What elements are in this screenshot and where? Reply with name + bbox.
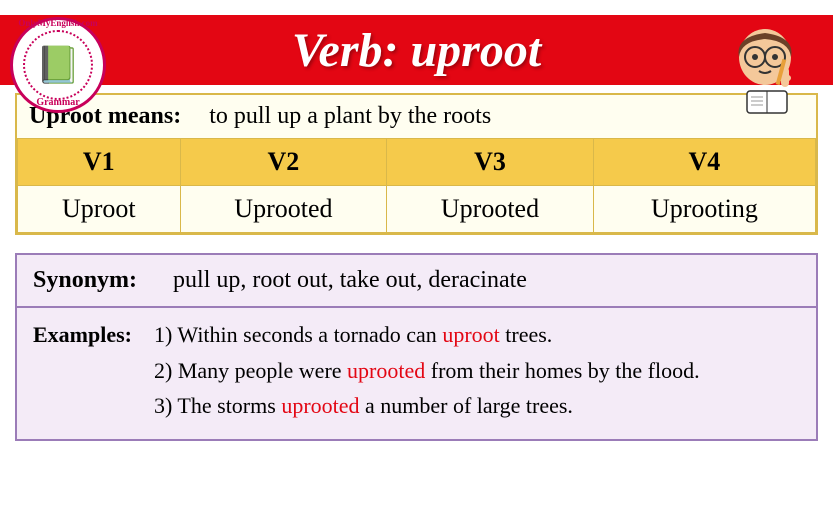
logo-circle: OnlyMyEnglish.com 📗 Grammar (10, 17, 106, 113)
example-suffix: a number of large trees. (360, 393, 573, 418)
table-header-row: V1 V2 V3 V4 (18, 139, 816, 186)
example-item: 1) Within seconds a tornado can uproot t… (154, 320, 800, 350)
col-v4-header: V4 (593, 139, 815, 186)
site-logo: OnlyMyEnglish.com 📗 Grammar (10, 17, 106, 113)
cell-v3: Uprooted (387, 186, 594, 233)
cell-v1: Uproot (18, 186, 181, 233)
verb-forms-table: V1 V2 V3 V4 Uproot Uprooted Uprooted Upr… (17, 138, 816, 233)
col-v1-header: V1 (18, 139, 181, 186)
examples-row: Examples: 1) Within seconds a tornado ca… (17, 308, 816, 439)
cell-v2: Uprooted (180, 186, 387, 233)
synonym-label: Synonym: (33, 267, 137, 294)
examples-box: Synonym: pull up, root out, take out, de… (15, 253, 818, 441)
examples-list: 1) Within seconds a tornado can uproot t… (154, 320, 800, 427)
col-v3-header: V3 (387, 139, 594, 186)
definition-row: Uproot means: to pull up a plant by the … (17, 95, 816, 138)
examples-label: Examples: (33, 320, 132, 427)
definition-text: to pull up a plant by the roots (209, 103, 491, 130)
synonym-text: pull up, root out, take out, deracinate (173, 267, 527, 294)
page-title: Verb: uproot (292, 23, 541, 78)
col-v2-header: V2 (180, 139, 387, 186)
logo-top-text: OnlyMyEnglish.com (13, 18, 103, 28)
example-highlight: uproot (442, 322, 499, 347)
example-prefix: 1) Within seconds a tornado can (154, 322, 442, 347)
cell-v4: Uprooting (593, 186, 815, 233)
example-item: 2) Many people were uprooted from their … (154, 356, 800, 386)
example-item: 3) The storms uprooted a number of large… (154, 391, 800, 421)
definition-box: Uproot means: to pull up a plant by the … (15, 93, 818, 235)
example-highlight: uprooted (281, 393, 359, 418)
example-prefix: 2) Many people were (154, 358, 347, 383)
example-suffix: trees. (500, 322, 553, 347)
example-highlight: uprooted (347, 358, 425, 383)
book-icon: 📗 (23, 30, 93, 100)
mascot-illustration (715, 19, 815, 119)
table-row: Uproot Uprooted Uprooted Uprooting (18, 186, 816, 233)
student-icon (715, 19, 815, 119)
example-suffix: from their homes by the flood. (425, 358, 699, 383)
header-banner: Verb: uproot (0, 15, 833, 85)
synonym-row: Synonym: pull up, root out, take out, de… (17, 255, 816, 308)
example-prefix: 3) The storms (154, 393, 281, 418)
logo-bottom-text: Grammar (13, 97, 103, 108)
